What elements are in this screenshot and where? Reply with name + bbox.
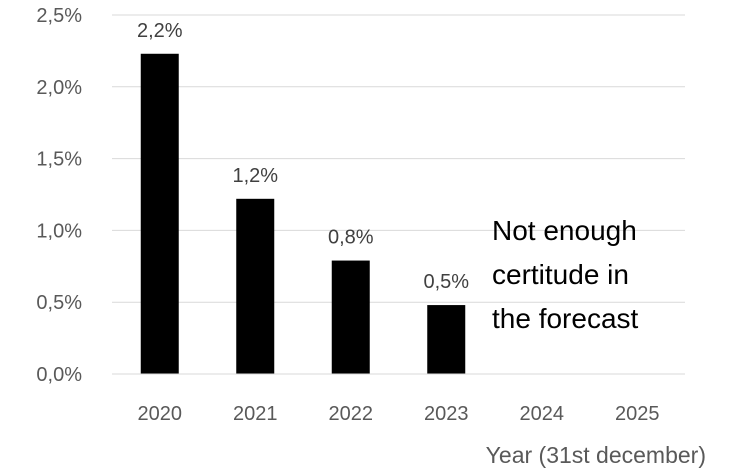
forecast-note-line: the forecast: [492, 303, 639, 334]
x-tick-label: 2023: [424, 403, 469, 425]
bar-2021: [236, 198, 275, 374]
y-tick-label: 2,0%: [36, 77, 82, 99]
x-axis-ticks: 2020 2021 2022 2023 2024 2025: [138, 403, 660, 425]
forecast-note-line: Not enough: [492, 215, 637, 246]
y-tick-label: 0,5%: [36, 292, 82, 314]
y-axis-ticks: 0,0% 0,5% 1,0% 1,5% 2,0% 2,5%: [36, 5, 82, 386]
data-label-2022: 0,8%: [328, 227, 374, 249]
data-label-2021: 1,2%: [232, 165, 278, 187]
y-tick-label: 0,0%: [36, 364, 82, 386]
data-label-2023: 0,5%: [423, 271, 469, 293]
x-tick-label: 2021: [233, 403, 278, 425]
y-tick-label: 1,5%: [36, 149, 82, 171]
y-tick-label: 2,5%: [36, 5, 82, 27]
x-tick-label: 2025: [615, 403, 660, 425]
bars: [140, 53, 466, 374]
x-axis-title: Year (31st december): [486, 442, 706, 468]
gridlines: [112, 14, 685, 303]
x-tick-label: 2020: [138, 403, 183, 425]
forecast-note: Not enough certitude in the forecast: [492, 215, 639, 334]
bar-2022: [331, 260, 370, 374]
x-tick-label: 2024: [520, 403, 565, 425]
bar-2023: [427, 305, 466, 374]
data-label-2020: 2,2%: [137, 20, 183, 42]
x-tick-label: 2022: [329, 403, 374, 425]
bar-2020: [140, 53, 179, 374]
forecast-note-line: certitude in: [492, 259, 629, 290]
y-tick-label: 1,0%: [36, 220, 82, 242]
data-labels: 2,2% 1,2% 0,8% 0,5%: [137, 20, 469, 293]
